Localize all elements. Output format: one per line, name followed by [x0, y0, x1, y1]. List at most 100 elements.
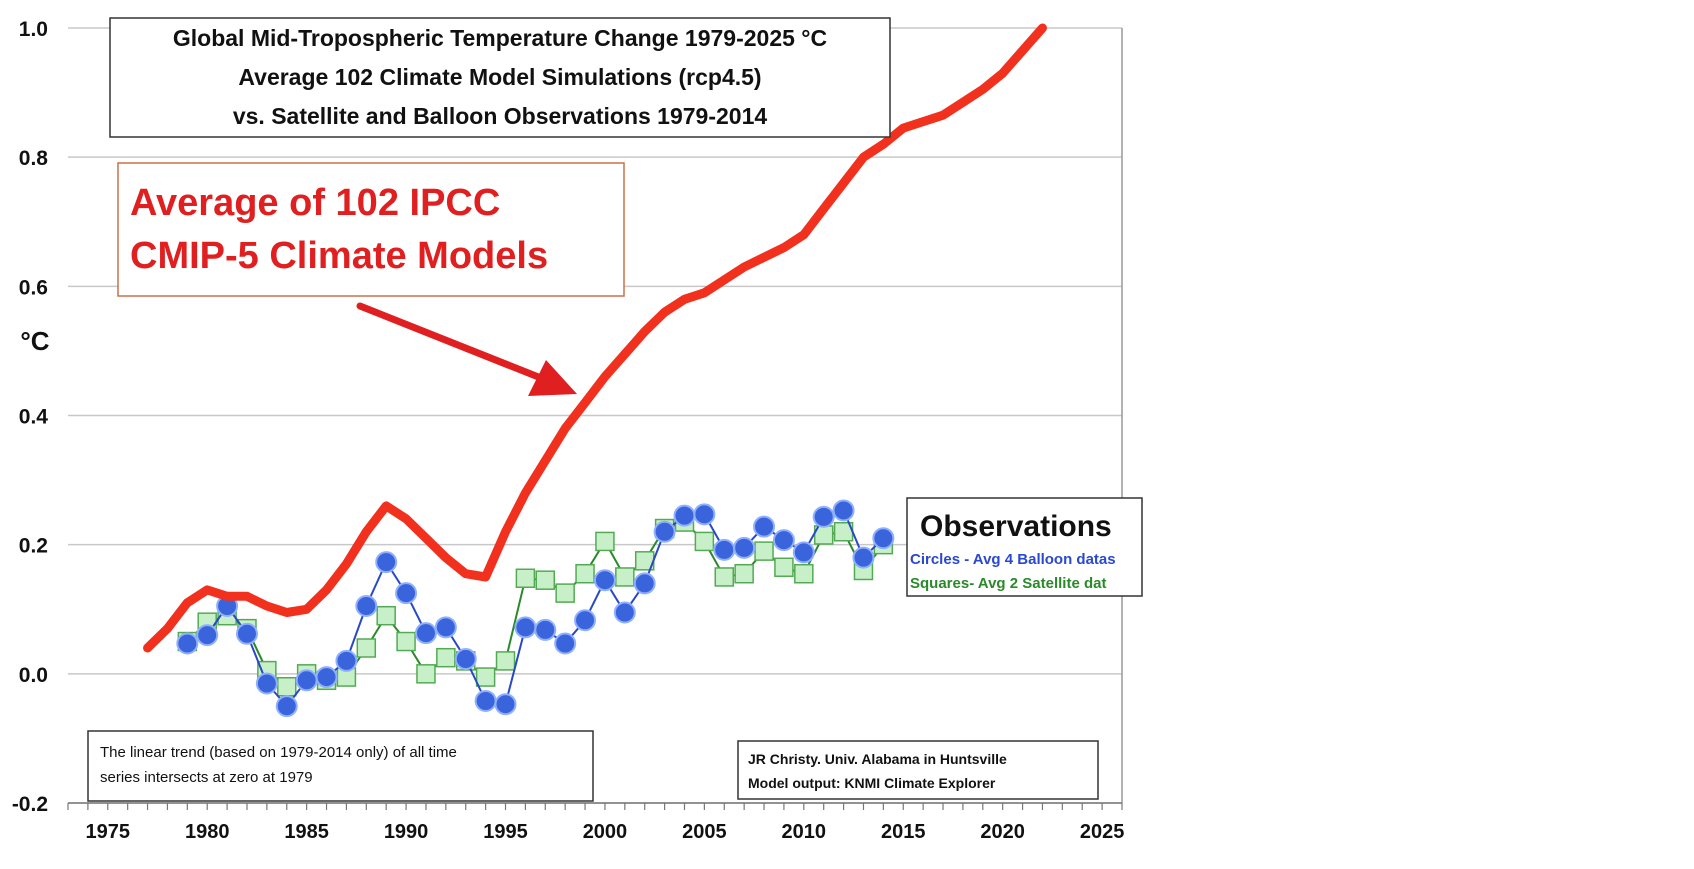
credit-line-2: Model output: KNMI Climate Explorer	[748, 775, 996, 791]
model-callout-line-2: CMIP-5 Climate Models	[130, 235, 548, 277]
x-tick-label: 1980	[185, 821, 230, 843]
credit-line-1: JR Christy. Univ. Alabama in Huntsville	[748, 751, 1007, 767]
x-tick-label: 2005	[682, 821, 727, 843]
x-tick-label: 2025	[1080, 821, 1125, 843]
title-frame	[109, 17, 891, 138]
balloon-point	[772, 529, 795, 552]
satellite-point	[376, 605, 396, 626]
satellite-point	[694, 531, 715, 552]
trend-note-frame	[87, 730, 594, 802]
credit-box: JR Christy. Univ. Alabama in Huntsville …	[737, 740, 1099, 800]
balloon-point	[474, 689, 497, 712]
balloon-point	[315, 666, 338, 689]
x-tick-label: 2010	[782, 821, 827, 843]
callout-arrowhead	[528, 360, 577, 396]
balloon-point	[832, 499, 855, 522]
axis-layer: °C -0.2 0.0 0.2 0.4 0.6 0.8 1.0 1975 1980 1985 199…	[12, 18, 1125, 843]
x-tick-label: 1995	[483, 821, 528, 843]
satellite-point	[734, 563, 754, 584]
y-tick-label: -0.2	[12, 793, 48, 816]
credit-frame	[737, 740, 1099, 800]
model-callout-line-1: Average of 102 IPCC	[130, 182, 500, 224]
balloon-point	[514, 616, 537, 639]
satellite-point	[754, 541, 774, 561]
balloon-point	[753, 515, 776, 538]
balloon-point	[633, 572, 656, 595]
y-tick-label: 0.2	[19, 535, 48, 558]
x-tick-label: 1985	[284, 821, 329, 843]
balloon-point	[235, 622, 258, 645]
chart-title-line-2: Average 102 Climate Model Simulations (r…	[238, 64, 761, 90]
satellite-point	[416, 664, 436, 684]
chart-title-line-3: vs. Satellite and Balloon Observations 1…	[233, 103, 768, 129]
trend-note-box: The linear trend (based on 1979-2014 onl…	[87, 730, 594, 802]
balloon-point	[554, 632, 577, 655]
satellite-point	[615, 567, 635, 587]
balloon-point	[872, 527, 895, 550]
balloon-point	[414, 622, 437, 645]
balloon-point	[196, 624, 219, 647]
balloon-point	[574, 609, 597, 632]
legend-entry-satellite: Squares- Avg 2 Satellite dat	[910, 575, 1106, 592]
model-average-line	[143, 23, 1047, 653]
series-layer	[143, 23, 1047, 718]
satellite-point	[535, 570, 556, 590]
satellite-point	[595, 531, 615, 552]
balloon-point	[653, 520, 676, 543]
balloon-point	[673, 504, 696, 527]
satellite-point	[555, 583, 575, 603]
satellite-point	[774, 557, 794, 578]
legend-title: Observations	[920, 510, 1112, 543]
satellite-point	[575, 563, 595, 584]
balloon-point	[693, 503, 716, 526]
balloon-point	[613, 601, 636, 624]
balloon-point	[733, 536, 756, 559]
title-box: Global Mid-Tropospheric Temperature Chan…	[109, 17, 891, 138]
balloon-point	[454, 647, 477, 670]
balloon-point	[375, 551, 398, 574]
satellite-point	[356, 638, 377, 658]
balloon-point	[295, 669, 318, 692]
balloon-point	[494, 693, 517, 716]
balloon-point	[355, 595, 378, 618]
y-tick-label: 0.6	[19, 276, 48, 299]
balloon-point	[275, 695, 298, 718]
balloon-point	[792, 541, 815, 564]
grid-layer	[68, 27, 1123, 804]
trend-note-line-2: series intersects at zero at 1979	[100, 769, 313, 786]
balloon-point	[176, 632, 199, 655]
y-tick-label: 1.0	[19, 18, 48, 41]
callout-arrow-shaft	[356, 302, 560, 388]
legend: Observations Circles - Avg 4 Balloon dat…	[906, 497, 1143, 597]
satellite-point	[396, 631, 416, 652]
x-tick-label: 1975	[86, 821, 131, 843]
satellite-point	[475, 667, 496, 687]
satellite-point	[436, 647, 456, 668]
chart-title-line-1: Global Mid-Tropospheric Temperature Chan…	[173, 25, 827, 51]
satellite-point	[515, 568, 536, 588]
balloon-point	[713, 538, 736, 561]
satellite-point	[794, 563, 814, 584]
y-tick-label: 0.8	[19, 147, 49, 170]
balloon-point	[434, 616, 457, 639]
balloon-point	[812, 505, 835, 528]
satellite-point	[277, 677, 297, 697]
x-tick-label: 1990	[384, 821, 429, 843]
balloon-point	[335, 649, 358, 672]
legend-entry-balloon: Circles - Avg 4 Balloon datas	[910, 551, 1116, 568]
balloon-point	[395, 582, 418, 605]
legend-frame	[906, 497, 1143, 597]
x-tick-label: 2000	[583, 821, 628, 843]
balloon-point	[593, 569, 616, 592]
y-tick-label: 0.4	[19, 406, 49, 429]
x-tick-label: 2015	[881, 821, 926, 843]
model-callout: Average of 102 IPCC CMIP-5 Climate Model…	[117, 162, 625, 396]
satellite-point	[495, 651, 516, 671]
trend-note-line-1: The linear trend (based on 1979-2014 onl…	[100, 744, 457, 761]
model-callout-frame	[117, 162, 625, 297]
y-tick-label: 0.0	[19, 664, 48, 687]
y-axis-label: °C	[20, 326, 49, 356]
balloon-point	[852, 546, 875, 569]
